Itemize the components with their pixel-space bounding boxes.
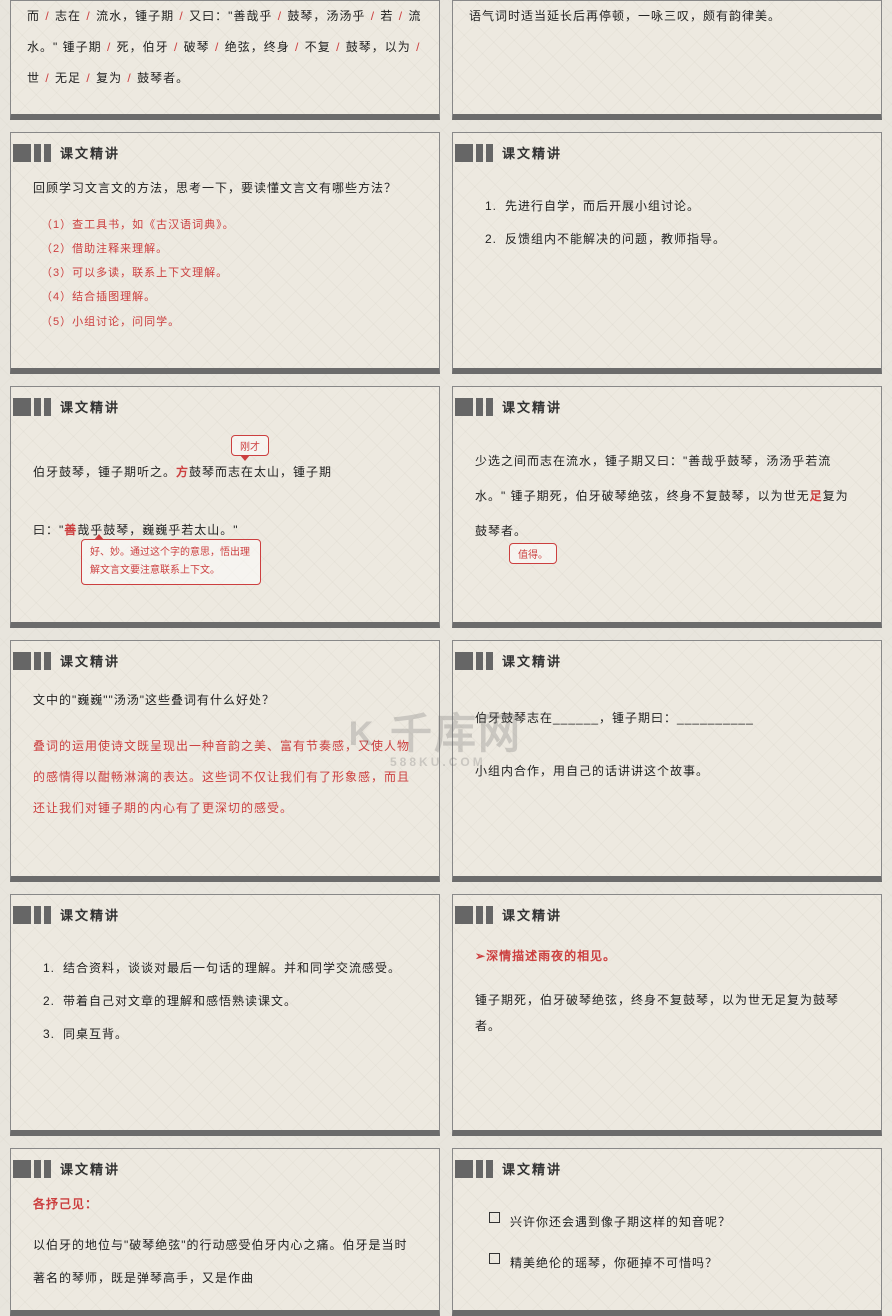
char-zu: 足	[810, 489, 823, 503]
slide-grid: 而 / 志在 / 流水，锺子期 / 又曰："善哉乎 / 鼓琴，汤汤乎 / 若 /…	[0, 0, 892, 1316]
s4r-line2: 小组内合作，用自己的话讲讲这个故事。	[469, 757, 865, 786]
s3r-text: 少选之间而志在流水，锺子期又曰："善哉乎鼓琴，汤汤乎若流水。" 锺子期死，伯牙破…	[469, 444, 865, 548]
s3l-pre2: 曰："	[33, 523, 64, 537]
section-title: 课文精讲	[502, 1159, 562, 1178]
s6r-list: 兴许你还会遇到像子期这样的知音呢？ 精美绝伦的瑶琴，你砸掉不可惜吗？	[489, 1208, 865, 1278]
section-title: 课文精讲	[60, 651, 120, 670]
s3r-t1: 少选之间而志在流水，锺子期又曰："善哉乎鼓琴，汤汤乎若流水。" 锺子期死，伯牙破…	[475, 454, 831, 503]
section-title: 课文精讲	[502, 651, 562, 670]
s5r-heading-text: 深情描述雨夜的相见。	[486, 949, 616, 963]
slide-6-right: 课文精讲 兴许你还会遇到像子期这样的知音呢？ 精美绝伦的瑶琴，你砸掉不可惜吗？	[452, 1148, 882, 1316]
section-title: 课文精讲	[60, 143, 120, 162]
slide-4-right: 课文精讲 伯牙鼓琴志在______，锺子期曰：__________ 小组内合作，…	[452, 640, 882, 882]
s5r-heading: ➢深情描述雨夜的相见。	[469, 942, 865, 971]
title-bar: 课文精讲	[455, 905, 865, 924]
s6l-heading: 各抒己见：	[27, 1190, 423, 1219]
title-bar: 课文精讲	[13, 143, 423, 162]
section-title: 课文精讲	[60, 1159, 120, 1178]
list-item: 2.反馈组内不能解决的问题，教师指导。	[469, 225, 859, 254]
bullet-box-icon	[489, 1253, 500, 1264]
char-fang: 方	[176, 465, 189, 479]
method-item: （2）借助注释来理解。	[41, 237, 423, 261]
section-title: 课文精讲	[502, 397, 562, 416]
callout-explain: 好、妙。通过这个字的意思，悟出理解文言文要注意联系上下文。	[81, 539, 261, 585]
callout-gangcai: 刚才	[231, 435, 269, 456]
s4r-line1: 伯牙鼓琴志在______，锺子期曰：__________	[469, 704, 865, 733]
method-item: （3）可以多读，联系上下文理解。	[41, 261, 423, 285]
title-bar: 课文精讲	[13, 397, 423, 416]
slide-2-right: 课文精讲 1.先进行自学，而后开展小组讨论。 2.反馈组内不能解决的问题，教师指导…	[452, 132, 882, 374]
s3l-text: 伯牙鼓琴，锺子期听之。方鼓琴而志在太山，锺子期 曰："善哉乎鼓琴，巍巍乎若太山。…	[27, 458, 423, 544]
bullet-box-icon	[489, 1212, 500, 1223]
bullet-item: 兴许你还会遇到像子期这样的知音呢？	[489, 1208, 865, 1237]
title-bar: 课文精讲	[455, 1159, 865, 1178]
title-bar: 课文精讲	[13, 905, 423, 924]
s3l-post1: 鼓琴而志在太山，锺子期	[189, 465, 332, 479]
s2r-list: 1.先进行自学，而后开展小组讨论。 2.反馈组内不能解决的问题，教师指导。	[469, 192, 865, 254]
s4l-question: 文中的"巍巍""汤汤"这些叠词有什么好处？	[27, 686, 423, 715]
bullet-item: 精美绝伦的瑶琴，你砸掉不可惜吗？	[489, 1249, 865, 1278]
list-item: 1.结合资料，谈谈对最后一句话的理解。并和同学交流感受。	[27, 954, 417, 983]
callout-zhide: 值得。	[509, 543, 557, 564]
list-item: 1.先进行自学，而后开展小组讨论。	[469, 192, 859, 221]
s5r-text: 锺子期死，伯牙破琴绝弦，终身不复鼓琴，以为世无足复为鼓琴者。	[469, 987, 865, 1040]
title-bar: 课文精讲	[455, 397, 865, 416]
method-item: （4）结合插图理解。	[41, 285, 423, 309]
method-item: （1）查工具书，如《古汉语词典》。	[41, 213, 423, 237]
slide-5-right: 课文精讲 ➢深情描述雨夜的相见。 锺子期死，伯牙破琴绝弦，终身不复鼓琴，以为世无…	[452, 894, 882, 1136]
title-bar: 课文精讲	[455, 143, 865, 162]
slide-1-left: 而 / 志在 / 流水，锺子期 / 又曰："善哉乎 / 鼓琴，汤汤乎 / 若 /…	[10, 0, 440, 120]
arrow-icon: ➢	[475, 949, 486, 963]
char-shan: 善	[64, 523, 77, 537]
section-title: 课文精讲	[60, 397, 120, 416]
section-title: 课文精讲	[502, 905, 562, 924]
list-item: 2.带着自己对文章的理解和感悟熟读课文。	[27, 987, 417, 1016]
title-bar: 课文精讲	[13, 651, 423, 670]
slide-6-left: 课文精讲 各抒己见： 以伯牙的地位与"破琴绝弦"的行动感受伯牙内心之痛。伯牙是当…	[10, 1148, 440, 1316]
slide-1-left-text: 而 / 志在 / 流水，锺子期 / 又曰："善哉乎 / 鼓琴，汤汤乎 / 若 /…	[27, 1, 423, 95]
title-bar: 课文精讲	[13, 1159, 423, 1178]
slide-3-right: 课文精讲 少选之间而志在流水，锺子期又曰："善哉乎鼓琴，汤汤乎若流水。" 锺子期…	[452, 386, 882, 628]
section-title: 课文精讲	[60, 905, 120, 924]
slide-4-left: 课文精讲 文中的"巍巍""汤汤"这些叠词有什么好处？ 叠词的运用使诗文既呈现出一…	[10, 640, 440, 882]
s4l-answer: 叠词的运用使诗文既呈现出一种音韵之美、富有节奏感，又使人物的感情得以酣畅淋漓的表…	[27, 731, 423, 825]
list-item: 3.同桌互背。	[27, 1020, 417, 1049]
s3l-pre: 伯牙鼓琴，锺子期听之。	[33, 465, 176, 479]
s5l-list: 1.结合资料，谈谈对最后一句话的理解。并和同学交流感受。 2.带着自己对文章的理解…	[27, 954, 423, 1048]
slide-2-left: 课文精讲 回顾学习文言文的方法，思考一下，要读懂文言文有哪些方法？ （1）查工具…	[10, 132, 440, 374]
s2l-list: （1）查工具书，如《古汉语词典》。（2）借助注释来理解。（3）可以多读，联系上下…	[41, 213, 423, 334]
slide-1-right: 语气词时适当延长后再停顿，一咏三叹，颇有韵律美。	[452, 0, 882, 120]
slide-1-right-text: 语气词时适当延长后再停顿，一咏三叹，颇有韵律美。	[469, 1, 865, 32]
title-bar: 课文精讲	[455, 651, 865, 670]
section-title: 课文精讲	[502, 143, 562, 162]
s2l-question: 回顾学习文言文的方法，思考一下，要读懂文言文有哪些方法？	[27, 174, 423, 203]
method-item: （5）小组讨论，问同学。	[41, 310, 423, 334]
s6l-text: 以伯牙的地位与"破琴绝弦"的行动感受伯牙内心之痛。伯牙是当时著名的琴师，既是弹琴…	[27, 1229, 423, 1296]
slide-5-left: 课文精讲 1.结合资料，谈谈对最后一句话的理解。并和同学交流感受。 2.带着自己对…	[10, 894, 440, 1136]
slide-3-left: 课文精讲 刚才 伯牙鼓琴，锺子期听之。方鼓琴而志在太山，锺子期 曰："善哉乎鼓琴…	[10, 386, 440, 628]
